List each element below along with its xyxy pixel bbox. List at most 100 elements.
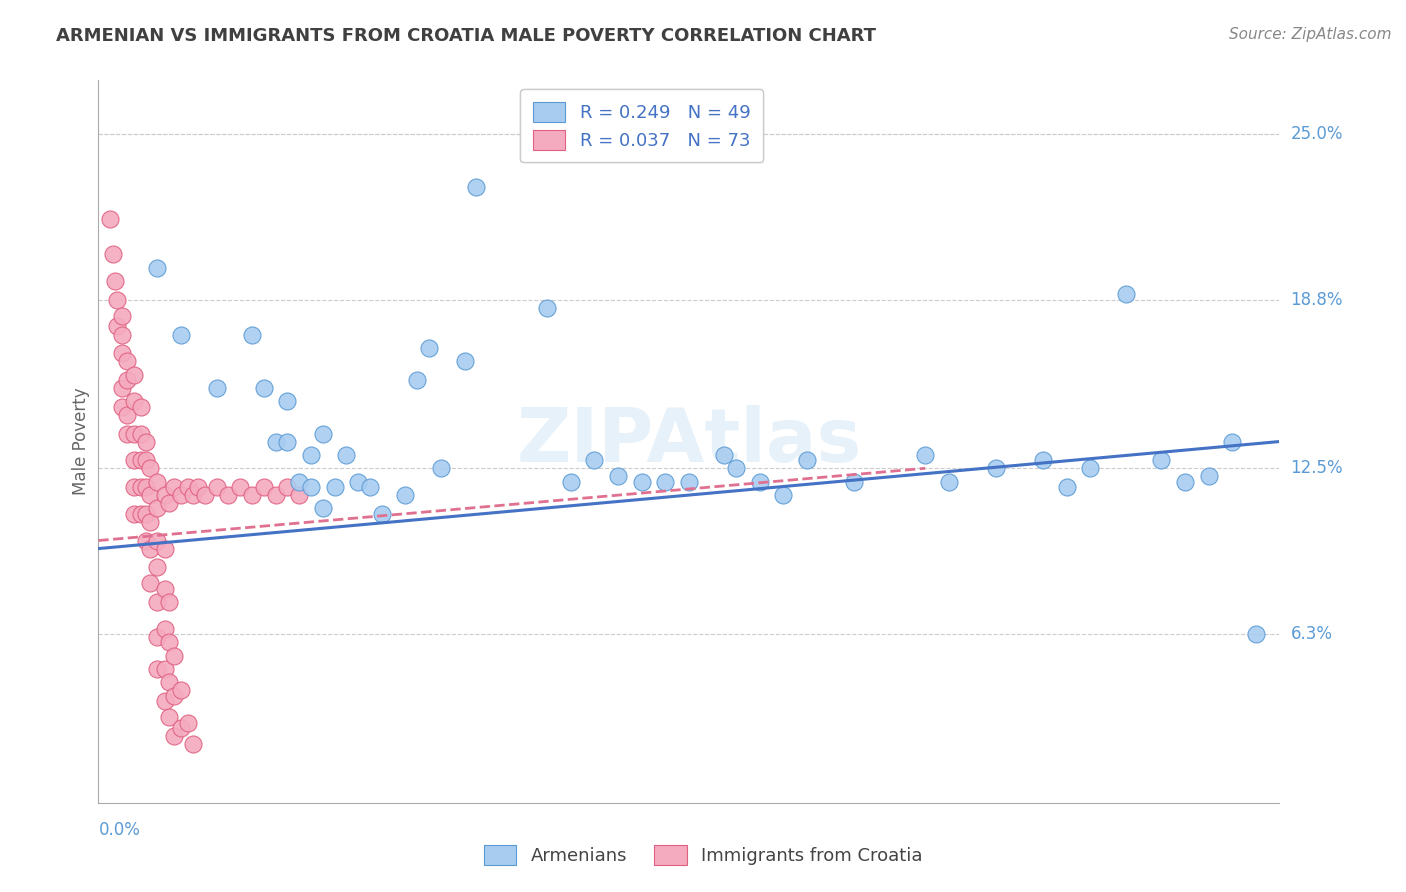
Point [146, 595, 169, 609]
Point [1080, 461, 1102, 475]
Legend: R = 0.249   N = 49, R = 0.037   N = 73: R = 0.249 N = 49, R = 0.037 N = 73 [520, 89, 763, 162]
Point [240, 327, 263, 342]
Point [536, 301, 558, 315]
Point [276, 434, 298, 449]
Point [312, 426, 335, 441]
Point [135, 480, 157, 494]
Point [122, 394, 145, 409]
Point [194, 488, 217, 502]
Point [914, 448, 936, 462]
Text: 0.0%: 0.0% [98, 821, 141, 838]
Point [153, 622, 176, 636]
Text: 12.5%: 12.5% [1291, 459, 1343, 477]
Point [101, 247, 124, 261]
Point [323, 480, 346, 494]
Point [583, 453, 606, 467]
Point [146, 560, 169, 574]
Point [146, 630, 169, 644]
Point [157, 496, 180, 510]
Point [153, 662, 176, 676]
Point [453, 354, 475, 368]
Point [1056, 480, 1078, 494]
Point [394, 488, 416, 502]
Point [135, 434, 157, 449]
Point [253, 381, 276, 395]
Point [406, 373, 429, 387]
Point [139, 576, 162, 591]
Point [725, 461, 748, 475]
Point [1244, 627, 1267, 641]
Point [111, 309, 134, 323]
Point [359, 480, 381, 494]
Point [135, 533, 157, 548]
Point [115, 426, 138, 441]
Point [630, 475, 652, 489]
Point [264, 488, 287, 502]
Point [844, 475, 866, 489]
Point [139, 461, 162, 475]
Point [98, 212, 121, 227]
Point [111, 346, 134, 360]
Point [371, 507, 394, 521]
Point [153, 541, 176, 556]
Point [796, 453, 818, 467]
Point [335, 448, 357, 462]
Point [607, 469, 630, 483]
Point [299, 448, 322, 462]
Point [115, 408, 138, 422]
Text: 6.3%: 6.3% [1291, 625, 1333, 643]
Point [135, 453, 157, 467]
Point [654, 475, 676, 489]
Point [111, 381, 134, 395]
Point [104, 274, 127, 288]
Point [418, 341, 440, 355]
Point [240, 488, 263, 502]
Point [111, 400, 134, 414]
Point [205, 381, 228, 395]
Point [129, 426, 152, 441]
Point [299, 480, 322, 494]
Point [122, 507, 145, 521]
Text: Source: ZipAtlas.com: Source: ZipAtlas.com [1229, 27, 1392, 42]
Point [122, 453, 145, 467]
Point [115, 373, 138, 387]
Point [139, 488, 162, 502]
Point [347, 475, 370, 489]
Point [157, 635, 180, 649]
Point [1115, 287, 1137, 301]
Point [122, 426, 145, 441]
Point [170, 488, 193, 502]
Point [115, 354, 138, 368]
Point [1198, 469, 1220, 483]
Point [772, 488, 794, 502]
Point [560, 475, 582, 489]
Point [181, 488, 204, 502]
Point [129, 507, 152, 521]
Text: ZIPAtlas: ZIPAtlas [516, 405, 862, 478]
Point [984, 461, 1007, 475]
Point [139, 515, 162, 529]
Point [122, 480, 145, 494]
Point [122, 368, 145, 382]
Point [153, 582, 176, 596]
Point [1150, 453, 1173, 467]
Point [713, 448, 735, 462]
Point [139, 541, 162, 556]
Point [264, 434, 287, 449]
Point [146, 501, 169, 516]
Point [217, 488, 239, 502]
Point [146, 260, 169, 275]
Point [430, 461, 453, 475]
Point [146, 533, 169, 548]
Legend: Armenians, Immigrants from Croatia: Armenians, Immigrants from Croatia [474, 836, 932, 874]
Point [177, 480, 200, 494]
Point [170, 721, 193, 735]
Point [129, 480, 152, 494]
Point [146, 662, 169, 676]
Point [312, 501, 335, 516]
Y-axis label: Male Poverty: Male Poverty [72, 388, 90, 495]
Point [163, 689, 186, 703]
Point [170, 327, 193, 342]
Point [170, 683, 193, 698]
Point [187, 480, 209, 494]
